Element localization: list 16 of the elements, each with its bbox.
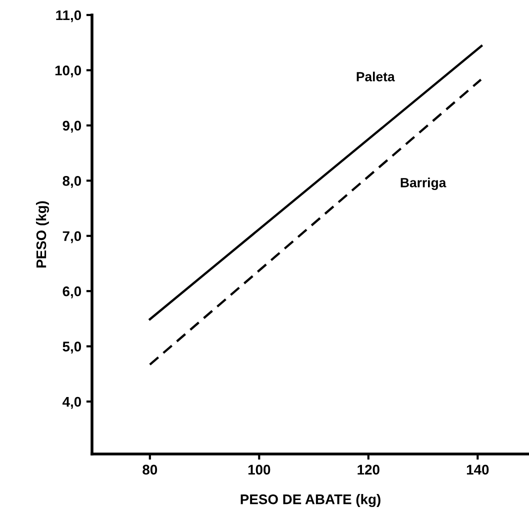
text: Paleta	[356, 72, 395, 82]
x-tick-label: 120	[358, 464, 380, 475]
y-tick-label: 9,0	[62, 120, 82, 133]
x-tick-label: 140	[466, 464, 489, 475]
x-tick-label: 100	[248, 464, 270, 475]
y-axis-title: PESO (kg)	[36, 201, 49, 268]
x-tick-label: 80	[142, 464, 158, 475]
y-tick-label: 10,0	[55, 66, 82, 78]
y-tick-label: 6,0	[62, 286, 82, 298]
y-tick-label: 5,0	[62, 342, 82, 354]
y-tick-label: 7,0	[62, 231, 82, 244]
y-tick-label: 4,0	[62, 396, 82, 409]
series-label: Barriga	[400, 178, 446, 190]
y-tick-label: 11,0	[56, 10, 82, 22]
x-axis-title: PESO DE ABATE (kg)	[240, 494, 380, 508]
y-tick-label: 8,0	[62, 176, 82, 188]
